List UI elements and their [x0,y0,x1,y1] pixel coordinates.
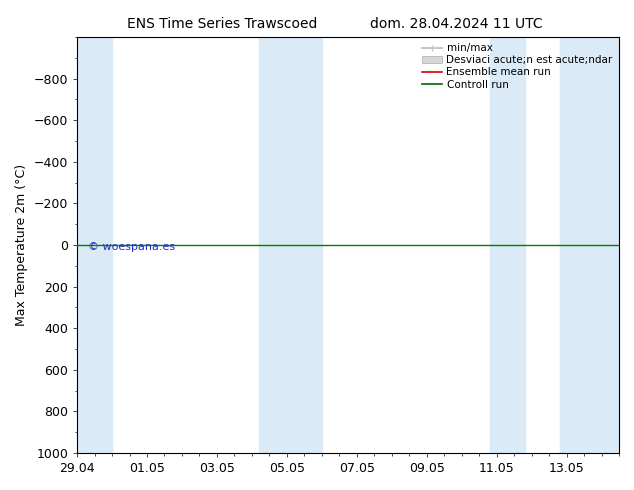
Bar [77,37,112,453]
Text: ENS Time Series Trawscoed: ENS Time Series Trawscoed [127,17,317,31]
Text: © woespana.es: © woespana.es [88,242,175,252]
Bar [259,37,287,453]
Y-axis label: Max Temperature 2m (°C): Max Temperature 2m (°C) [15,164,28,326]
Text: dom. 28.04.2024 11 UTC: dom. 28.04.2024 11 UTC [370,17,543,31]
Bar [560,37,619,453]
Bar [489,37,524,453]
Legend: min/max, Desviaci acute;n est acute;ndar, Ensemble mean run, Controll run: min/max, Desviaci acute;n est acute;ndar… [417,39,617,94]
Bar [287,37,322,453]
